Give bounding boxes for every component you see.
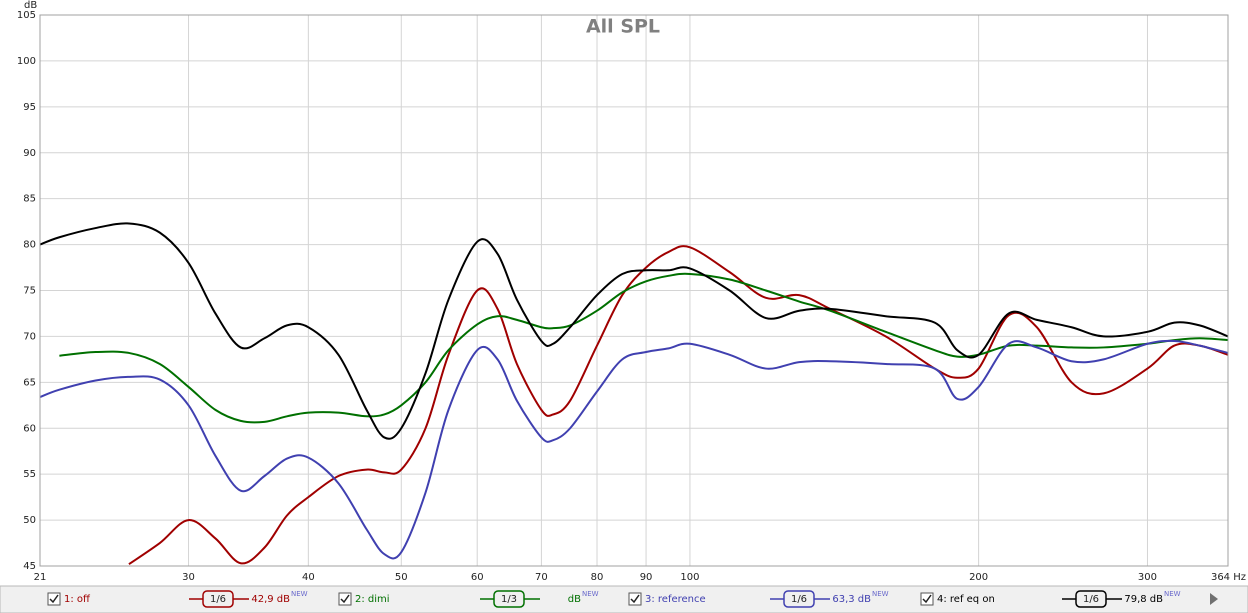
legend-bar (0, 585, 1248, 613)
y-tick-label: 80 (23, 240, 36, 251)
legend-badge: NEW (582, 590, 599, 598)
legend-level: dB (568, 594, 581, 605)
smoothing-box[interactable] (1075, 590, 1107, 608)
y-tick-label: 105 (17, 10, 36, 21)
x-tick-label: 364 Hz (1211, 572, 1246, 583)
y-tick-label: 90 (23, 148, 36, 159)
curve (59, 272, 1228, 424)
x-tick-label: 90 (640, 572, 653, 583)
checkbox[interactable] (920, 592, 934, 606)
y-tick-label: 65 (23, 377, 36, 388)
plot-frame (39, 14, 1229, 567)
legend-level: 63,3 dB (832, 594, 871, 605)
curve (40, 222, 1228, 440)
smoothing[interactable]: 1/6 (210, 594, 226, 605)
y-tick-label: 50 (23, 515, 36, 526)
scroll-arrow[interactable] (1210, 593, 1218, 605)
y-tick-label: 100 (17, 56, 36, 67)
smoothing-box[interactable] (783, 590, 815, 608)
y-tick-label: 70 (23, 331, 36, 342)
checkmark (49, 594, 59, 604)
y-tick-label: 45 (23, 561, 36, 572)
x-tick-label: 50 (395, 572, 408, 583)
checkbox[interactable] (628, 592, 642, 606)
smoothing[interactable]: 1/6 (791, 594, 807, 605)
checkbox[interactable] (338, 592, 352, 606)
y-tick-label: 60 (23, 423, 36, 434)
x-tick-label: 80 (591, 572, 604, 583)
legend-badge: NEW (291, 590, 308, 598)
smoothing-box[interactable] (493, 590, 525, 608)
legend-badge: NEW (1164, 590, 1181, 598)
smoothing-box[interactable] (202, 590, 234, 608)
smoothing[interactable]: 1/3 (501, 594, 517, 605)
y-tick-label: 75 (23, 286, 36, 297)
legend-name[interactable]: 4: ref eq on (937, 594, 995, 605)
checkbox[interactable] (47, 592, 61, 606)
checkmark (340, 594, 350, 604)
y-axis-label: dB (24, 0, 37, 11)
checkmark (922, 594, 932, 604)
legend-level: 79,8 dB (1124, 594, 1163, 605)
chart-title: All SPL (586, 16, 660, 38)
x-tick-label: 21 (34, 572, 47, 583)
legend-badge: NEW (872, 590, 889, 598)
legend-name[interactable]: 2: dimi (355, 594, 390, 605)
legend-name[interactable]: 1: off (64, 594, 91, 605)
legend-name[interactable]: 3: reference (645, 594, 706, 605)
smoothing[interactable]: 1/6 (1083, 594, 1099, 605)
grid (39, 14, 1229, 567)
x-tick-label: 200 (969, 572, 988, 583)
legend-level: 42,9 dB (251, 594, 290, 605)
x-tick-label: 60 (471, 572, 484, 583)
checkmark (630, 594, 640, 604)
x-tick-label: 40 (302, 572, 315, 583)
x-tick-label: 100 (680, 572, 699, 583)
x-tick-label: 300 (1138, 572, 1157, 583)
x-tick-label: 70 (535, 572, 548, 583)
y-tick-label: 55 (23, 469, 36, 480)
y-tick-label: 95 (23, 102, 36, 113)
x-tick-label: 30 (182, 572, 195, 583)
curve (40, 339, 1228, 560)
y-tick-label: 85 (23, 194, 36, 205)
